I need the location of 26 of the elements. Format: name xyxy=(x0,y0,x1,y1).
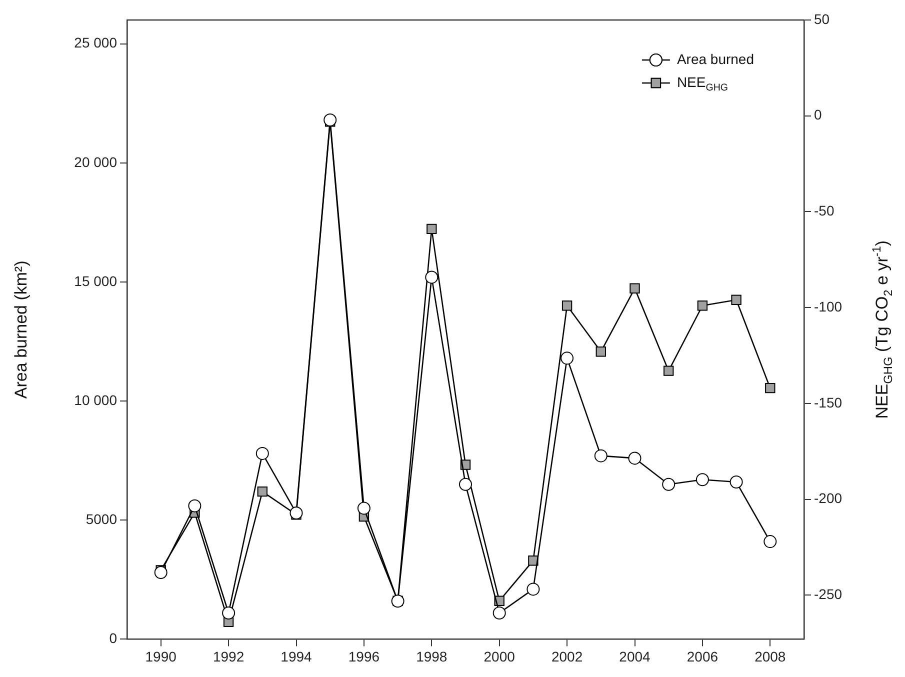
x-tick-label: 2002 xyxy=(551,648,583,664)
y2-tick-label: -200 xyxy=(814,490,842,506)
y-axis-title: Area burned (km²) xyxy=(12,260,31,399)
x-tick-label: 1994 xyxy=(280,648,312,664)
x-tick-label: 2004 xyxy=(619,648,651,664)
x-tick-label: 1998 xyxy=(416,648,448,664)
x-tick-label: 2000 xyxy=(484,648,516,664)
y2-tick-label: 0 xyxy=(814,106,822,123)
y2-tick-label: -50 xyxy=(814,202,834,219)
y-tick-label: 15 000 xyxy=(74,272,118,289)
x-tick-label: 1992 xyxy=(212,648,244,664)
y2-tick-label: -250 xyxy=(814,586,842,602)
y2-tick-label: 50 xyxy=(814,10,830,27)
x-tick-label: 2008 xyxy=(754,648,786,664)
y-tick-label: 0 xyxy=(109,630,118,646)
x-tick-label: 2006 xyxy=(686,648,718,664)
y2-tick-label: -100 xyxy=(814,298,842,314)
legend-label: Area burned xyxy=(676,50,754,67)
x-tick-label: 1990 xyxy=(145,648,177,664)
y-tick-label: 10 000 xyxy=(74,392,118,408)
y-tick-label: 5000 xyxy=(86,510,118,527)
y-tick-label: 20 000 xyxy=(74,154,118,170)
y-tick-label: 25 000 xyxy=(74,34,118,51)
y2-axis-title: NEEGHG (Tg CO2 e yr-1) xyxy=(869,240,896,419)
x-tick-label: 1996 xyxy=(348,648,380,664)
y2-tick-label: -150 xyxy=(814,394,842,410)
